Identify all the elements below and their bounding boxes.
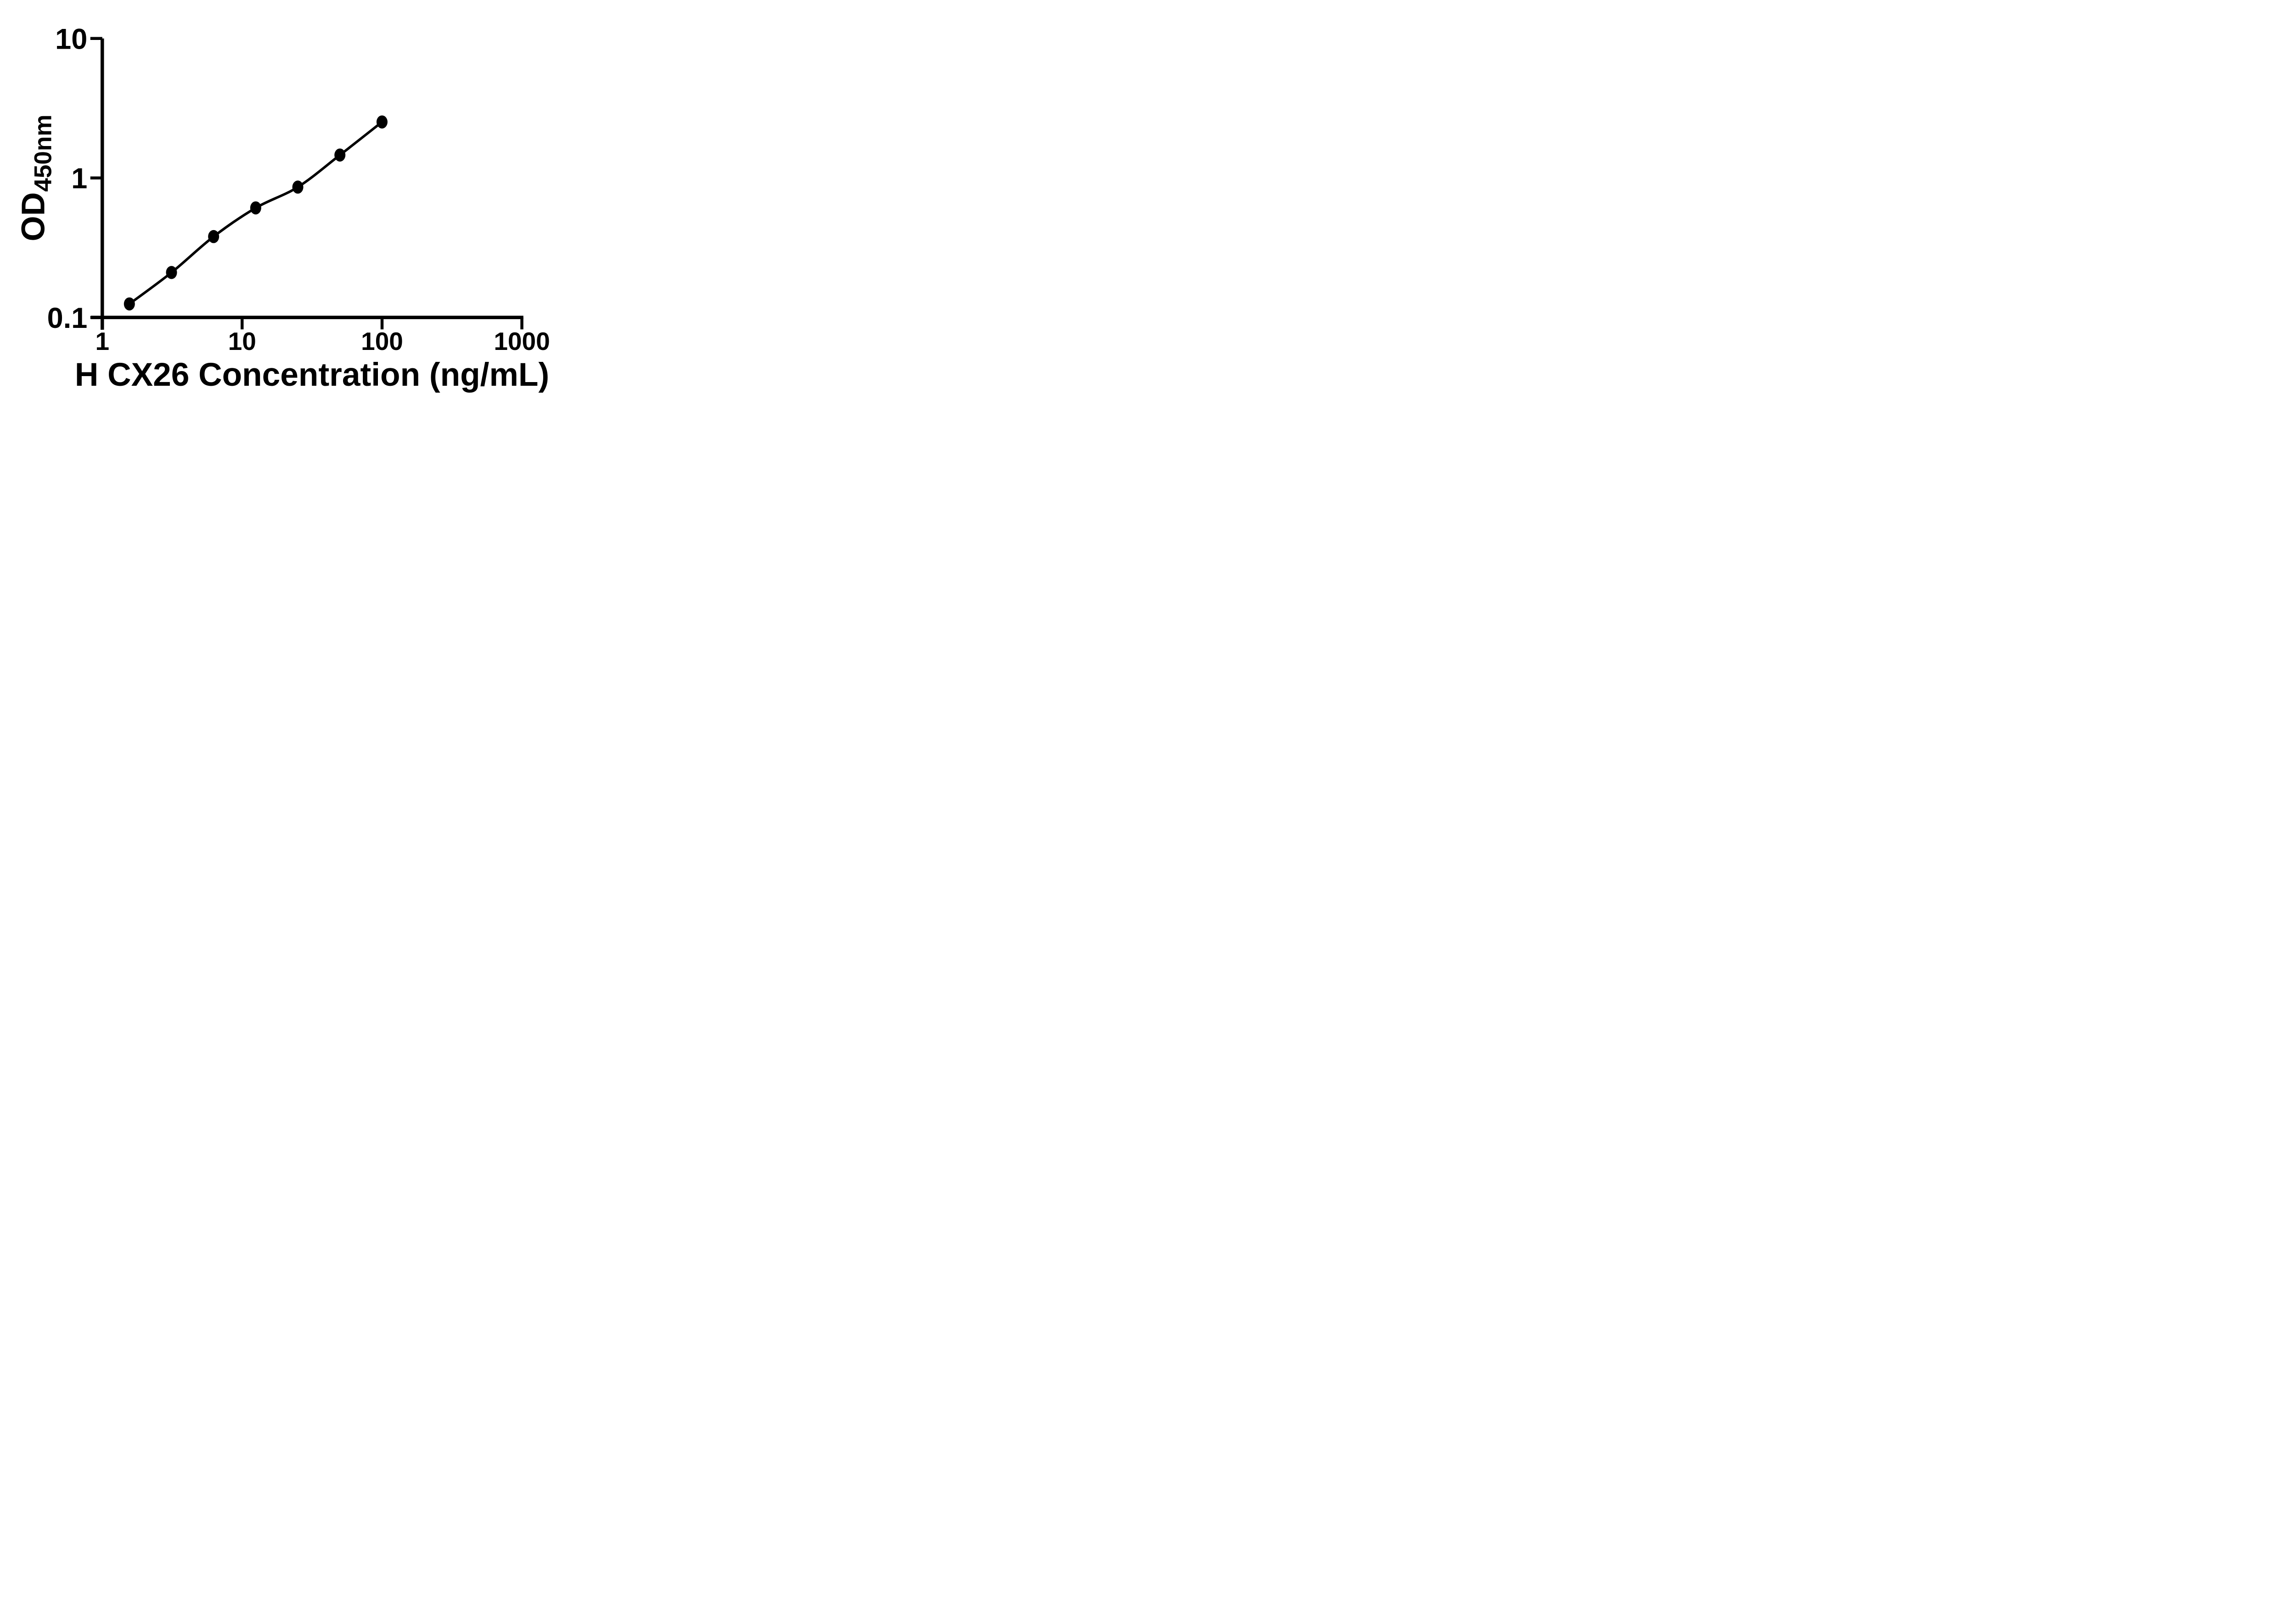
tick-marks bbox=[90, 37, 523, 330]
data-point bbox=[376, 115, 388, 129]
data-point bbox=[292, 180, 304, 194]
x-tick-label: 1 bbox=[95, 327, 109, 355]
y-tick-label: 0.1 bbox=[47, 302, 88, 334]
plot-area bbox=[124, 115, 388, 311]
y-tick-label: 10 bbox=[55, 23, 87, 55]
x-tick-label: 100 bbox=[361, 327, 403, 355]
y-tick-label: 1 bbox=[71, 163, 87, 195]
data-point bbox=[250, 201, 261, 214]
data-point bbox=[124, 297, 135, 311]
x-tick-label: 1000 bbox=[494, 327, 550, 355]
y-axis-title-main: OD bbox=[15, 192, 52, 242]
data-point bbox=[334, 148, 346, 162]
x-axis-title: H CX26 Concentration (ng/mL) bbox=[75, 356, 549, 393]
y-axis-title-subscript: 450nm bbox=[30, 115, 57, 192]
y-axis-title: OD 450nm bbox=[15, 115, 57, 242]
axes bbox=[90, 38, 523, 330]
x-tick-label: 10 bbox=[228, 327, 256, 355]
figure-canvas: 0.1 1 10 1 10 100 1000 H CX26 Concentration (n… bbox=[0, 0, 580, 406]
data-point bbox=[166, 266, 177, 279]
data-point bbox=[208, 230, 219, 243]
